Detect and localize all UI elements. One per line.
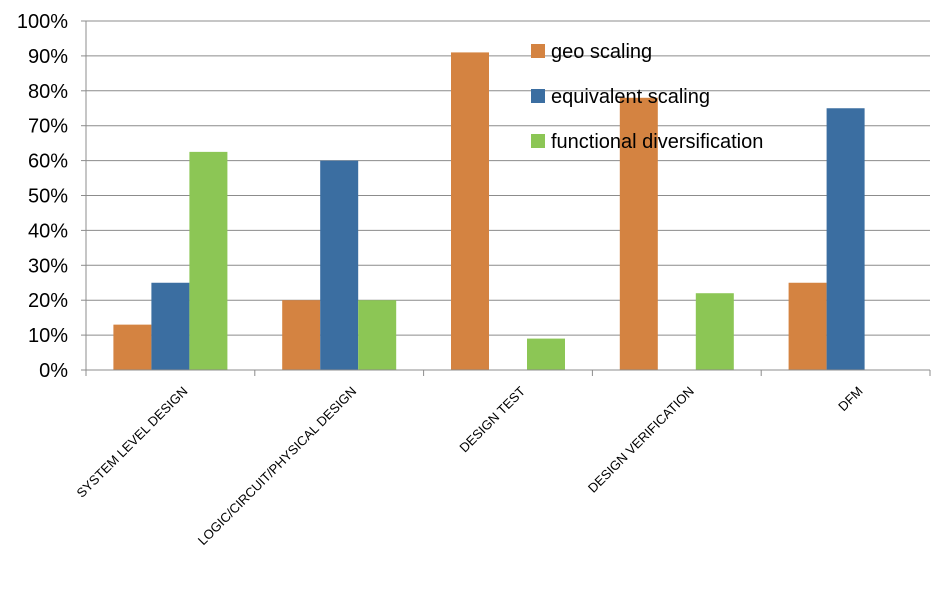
legend-label: equivalent scaling — [551, 86, 710, 108]
legend-label: geo scaling — [551, 41, 652, 63]
x-tick-label: DESIGN VERIFICATION — [585, 384, 697, 496]
bar — [113, 324, 152, 370]
x-tick-labels: SYSTEM LEVEL DESIGN LOGIC/CIRCUIT/PHYSICA… — [73, 383, 865, 548]
bars — [113, 52, 865, 370]
y-tick-label: 90% — [28, 46, 68, 68]
bar — [619, 97, 658, 370]
y-tick-labels: 0% 10% 20% 30% 40% 50% 60% 70% 80% 90% 100% — [17, 11, 68, 382]
bar — [320, 160, 359, 370]
x-tick-label: DFM — [835, 384, 866, 415]
bar — [282, 300, 321, 370]
y-tick-label: 80% — [28, 81, 68, 103]
y-tick-label: 50% — [28, 186, 68, 208]
x-tick-label: DESIGN TEST — [456, 383, 528, 455]
axes — [81, 20, 931, 376]
legend-swatch — [531, 89, 545, 103]
bar — [358, 300, 397, 370]
y-tick-label: 100% — [17, 11, 68, 33]
legend: geo scaling equivalent scaling functional … — [531, 41, 763, 153]
y-tick-label: 70% — [28, 116, 68, 138]
bar — [826, 108, 865, 370]
x-tick-label: LOGIC/CIRCUIT/PHYSICAL DESIGN — [195, 384, 360, 549]
x-tick-label: SYSTEM LEVEL DESIGN — [73, 384, 190, 501]
bar — [695, 293, 734, 370]
bar — [451, 52, 489, 370]
legend-swatch — [531, 134, 545, 148]
y-tick-label: 30% — [28, 255, 68, 277]
legend-swatch — [531, 44, 545, 58]
bar — [788, 282, 827, 370]
bar — [151, 282, 190, 370]
bar — [527, 338, 565, 370]
y-tick-label: 20% — [28, 290, 68, 312]
y-tick-label: 60% — [28, 151, 68, 173]
y-tick-label: 0% — [39, 360, 68, 382]
legend-label: functional diversification — [551, 131, 763, 153]
bar — [189, 151, 228, 370]
y-tick-label: 10% — [28, 325, 68, 347]
y-tick-label: 40% — [28, 220, 68, 242]
